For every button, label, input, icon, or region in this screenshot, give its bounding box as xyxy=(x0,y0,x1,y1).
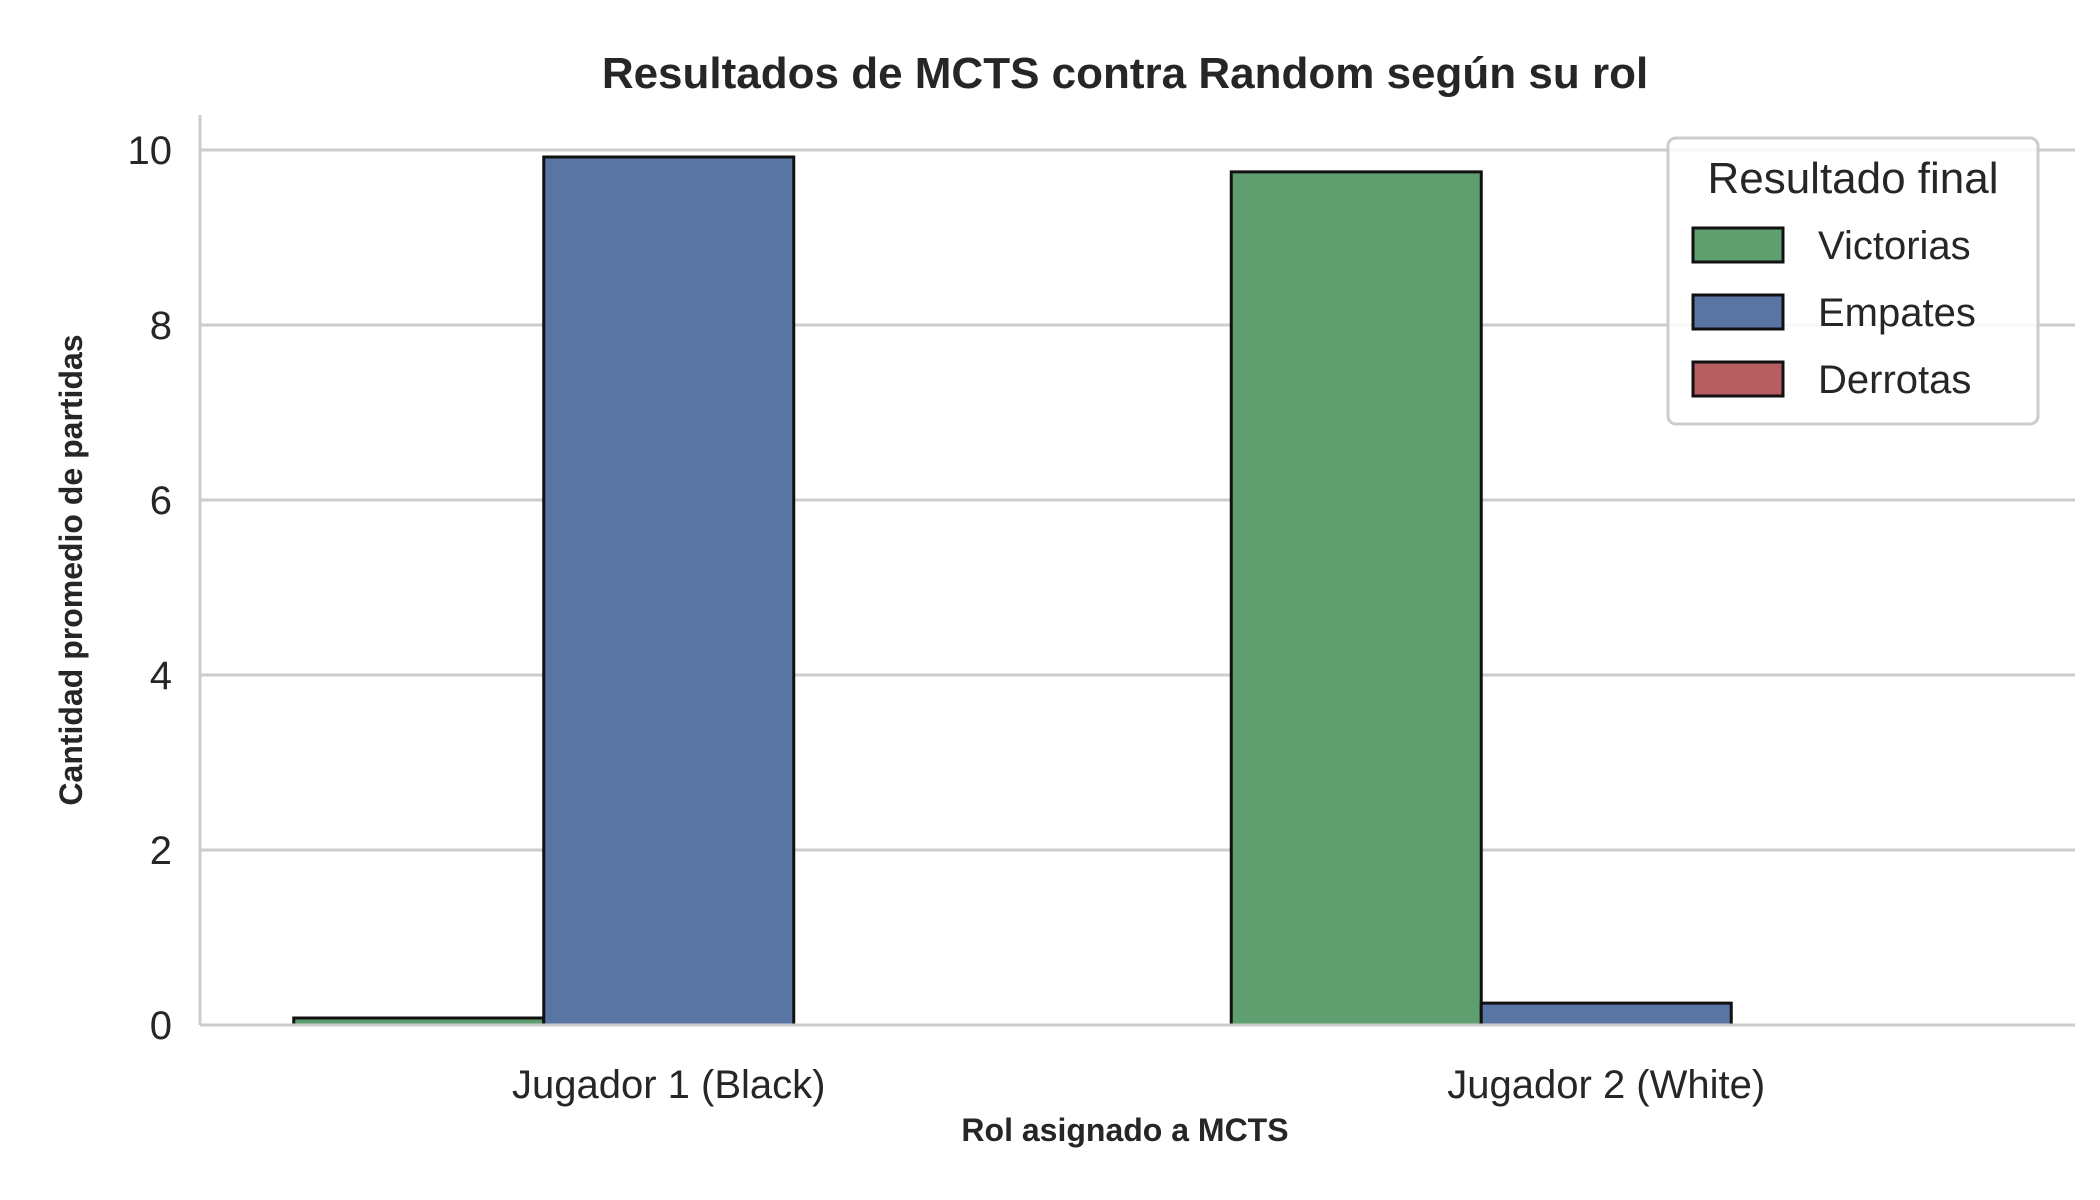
x-axis-title: Rol asignado a MCTS xyxy=(961,1112,1288,1148)
bars xyxy=(292,155,1733,1027)
legend-items: Victorias Empates Derrotas xyxy=(1691,224,1976,402)
y-tick-label: 8 xyxy=(150,304,172,348)
y-tick-labels: 0 2 4 6 8 10 xyxy=(128,129,173,1048)
legend-label-empates: Empates xyxy=(1818,291,1976,335)
y-tick-label: 4 xyxy=(150,654,172,698)
legend-label-derrotas: Derrotas xyxy=(1818,358,1971,402)
y-tick-label: 10 xyxy=(128,129,173,173)
legend-label-victorias: Victorias xyxy=(1818,224,1971,268)
chart-title: Resultados de MCTS contra Random según s… xyxy=(602,49,1648,98)
legend-title: Resultado final xyxy=(1707,154,1998,203)
y-tick-label: 0 xyxy=(150,1004,172,1048)
legend: Resultado final Victorias Empates Derrotas xyxy=(1666,136,2040,426)
legend-box xyxy=(1666,136,2040,426)
bar-victorias-2 xyxy=(1229,170,1483,1027)
x-tick-label: Jugador 1 (Black) xyxy=(512,1063,825,1107)
x-tick-label: Jugador 2 (White) xyxy=(1447,1063,1765,1107)
y-axis-title: Cantidad promedio de partidas xyxy=(53,334,89,805)
legend-swatch-victorias xyxy=(1691,226,1785,264)
y-tick-label: 6 xyxy=(150,479,172,523)
bar-empates-2 xyxy=(1479,1001,1733,1027)
legend-swatch-empates xyxy=(1691,293,1785,331)
bar-empates-1 xyxy=(542,155,796,1027)
x-tick-labels: Jugador 1 (Black) Jugador 2 (White) xyxy=(512,1063,1765,1107)
y-tick-label: 2 xyxy=(150,829,172,873)
axes xyxy=(198,115,2075,1027)
legend-swatch-derrotas xyxy=(1691,360,1785,398)
